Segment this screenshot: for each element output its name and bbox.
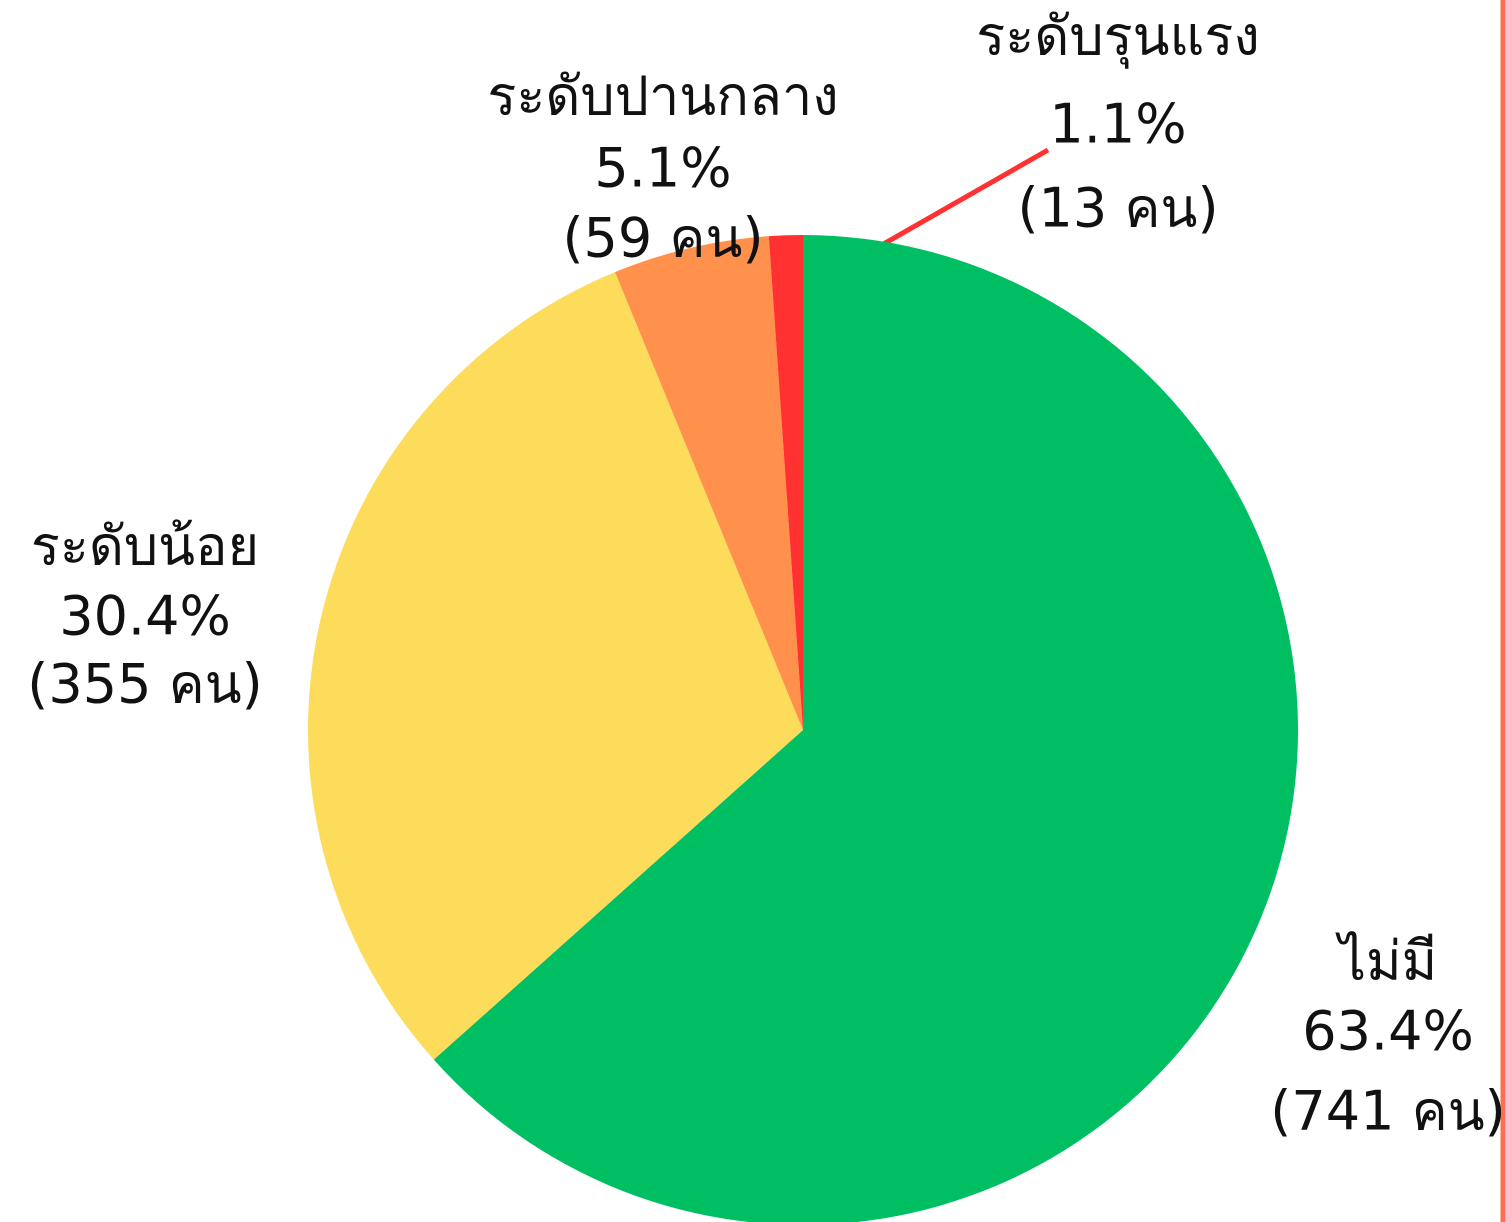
pie-slice	[433, 235, 1298, 1222]
pie-slice	[615, 236, 803, 730]
pie-slice	[307, 272, 803, 1060]
count-label: (741 คน)	[1270, 1080, 1505, 1143]
slice-label: ระดับน้อย	[31, 515, 259, 578]
count-label: (13 คน)	[1017, 177, 1218, 240]
count-label: (355 คน)	[27, 653, 262, 716]
value-label: 1.1%	[1049, 93, 1186, 156]
value-label: 5.1%	[594, 137, 731, 200]
slice-label: ไม่มี	[1335, 930, 1437, 993]
value-label: 63.4%	[1302, 1000, 1474, 1063]
pie-slice	[768, 235, 803, 730]
slice-label: ระดับรุนแรง	[976, 5, 1259, 70]
value-label: 30.4%	[59, 585, 231, 648]
count-label: (59 คน)	[562, 207, 763, 270]
slice-label: ระดับปานกลาง	[487, 65, 838, 128]
